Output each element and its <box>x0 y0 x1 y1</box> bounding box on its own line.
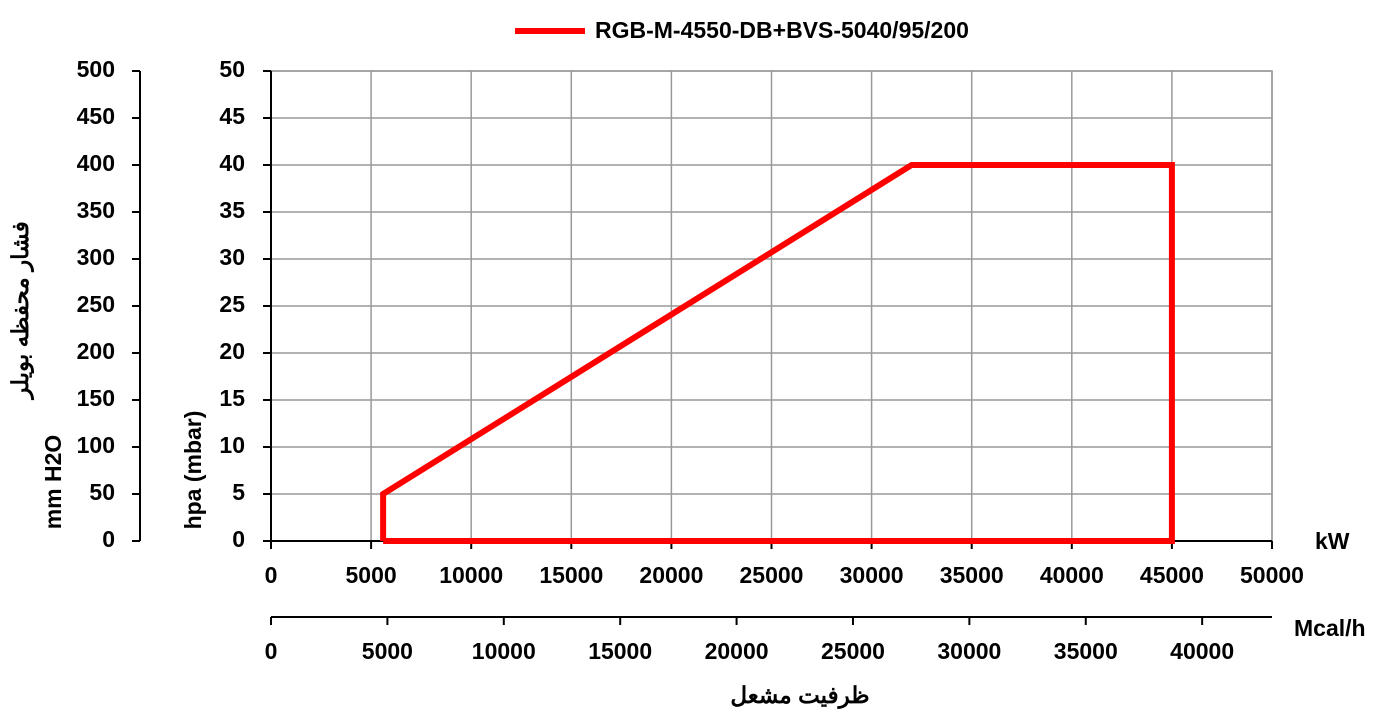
x2-tick-label: 25000 <box>821 638 885 664</box>
data-line <box>380 162 1175 544</box>
y2-tick-label: 500 <box>77 56 115 82</box>
x-tick-label: 40000 <box>1040 562 1104 588</box>
x-tick-label: 15000 <box>539 562 603 588</box>
x-tick-label: 25000 <box>740 562 804 588</box>
x-axis-title: ظرفیت مشعل <box>730 682 869 710</box>
x2-tick-label: 5000 <box>362 638 413 664</box>
x2-tick-label: 40000 <box>1170 638 1234 664</box>
x-tick-label: 50000 <box>1240 562 1304 588</box>
x-tick-label: 30000 <box>840 562 904 588</box>
x-tick-label: 35000 <box>940 562 1004 588</box>
y2-tick-label: 400 <box>77 150 115 176</box>
y-tick-label: 0 <box>232 526 245 552</box>
y-axis-title: hpa (mbar) <box>180 411 206 530</box>
y2-axis-title: mm H2O <box>40 435 66 530</box>
y2-tick-label: 100 <box>77 432 115 458</box>
legend-label: RGB-M-4550-DB+BVS-5040/95/200 <box>595 17 969 43</box>
x2-tick-label: 15000 <box>588 638 652 664</box>
y-tick-label: 50 <box>219 56 245 82</box>
x2-tick-label: 10000 <box>472 638 536 664</box>
x2-tick-label: 35000 <box>1054 638 1118 664</box>
x-tick-label: 10000 <box>439 562 503 588</box>
y-tick-label: 35 <box>219 197 245 223</box>
x2-tick-label: 20000 <box>705 638 769 664</box>
y-tick-label: 5 <box>232 479 245 505</box>
y-tick-label: 25 <box>219 291 245 317</box>
x-tick-label: 5000 <box>346 562 397 588</box>
y2-tick-label: 300 <box>77 244 115 270</box>
x-tick-label: 20000 <box>639 562 703 588</box>
y2-tick-label: 200 <box>77 338 115 364</box>
y-tick-label: 10 <box>219 432 245 458</box>
y2-tick-label: 150 <box>77 385 115 411</box>
y-tick-label: 40 <box>219 150 245 176</box>
x-unit: kW <box>1315 528 1350 554</box>
y2-tick-label: 0 <box>102 526 115 552</box>
x2-tick-label: 0 <box>265 638 278 664</box>
y2-tick-label: 350 <box>77 197 115 223</box>
y-tick-label: 20 <box>219 338 245 364</box>
x-tick-label: 45000 <box>1140 562 1204 588</box>
x2-unit: Mcal/h <box>1294 615 1366 641</box>
y2-axis-title-fa: فشار محفظه بویلر <box>7 221 35 400</box>
y-tick-label: 45 <box>219 103 245 129</box>
x-tick-label: 0 <box>265 562 278 588</box>
y2-tick-label: 250 <box>77 291 115 317</box>
y-tick-label: 30 <box>219 244 245 270</box>
y2-tick-label: 450 <box>77 103 115 129</box>
y-tick-label: 15 <box>219 385 245 411</box>
y2-tick-label: 50 <box>89 479 115 505</box>
x2-tick-label: 30000 <box>937 638 1001 664</box>
